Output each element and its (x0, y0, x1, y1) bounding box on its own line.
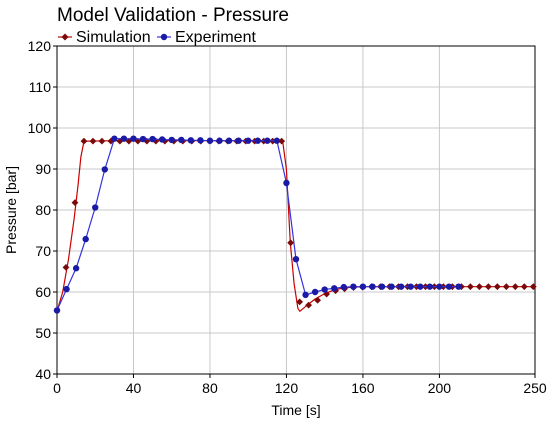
y-axis-label: Pressure [bar] (3, 166, 19, 254)
data-point-experiment (168, 136, 175, 144)
data-point-experiment (139, 135, 147, 143)
data-point-experiment (63, 285, 70, 293)
data-point-simulation (520, 283, 528, 291)
data-point-simulation (62, 264, 70, 271)
data-point-experiment (216, 137, 223, 144)
legend-experiment-marker (160, 33, 168, 41)
data-point-experiment (149, 135, 156, 143)
data-point-simulation (529, 283, 537, 291)
data-point-experiment (388, 283, 395, 290)
x-tick-label: 40 (126, 380, 142, 396)
data-point-experiment (292, 256, 300, 263)
data-point-experiment (235, 137, 242, 144)
data-point-simulation (493, 283, 501, 291)
data-point-simulation (71, 199, 79, 207)
data-point-experiment (101, 166, 109, 173)
legend-simulation-label: Simulation (76, 29, 151, 46)
legend-simulation-marker (61, 33, 69, 41)
data-point-experiment (264, 137, 271, 144)
data-point-experiment (206, 137, 214, 144)
data-point-experiment (120, 135, 128, 142)
y-tick-label: 70 (35, 243, 51, 259)
data-point-experiment (302, 291, 309, 299)
data-point-experiment (455, 283, 462, 290)
data-point-experiment (225, 137, 233, 144)
y-tick-label: 120 (28, 38, 52, 54)
data-point-experiment (350, 283, 357, 290)
data-point-experiment (311, 288, 319, 296)
legend-experiment-label: Experiment (175, 29, 256, 46)
data-point-experiment (254, 137, 261, 144)
data-point-experiment (426, 283, 434, 290)
data-point-simulation (314, 296, 322, 304)
data-point-experiment (245, 137, 252, 144)
data-point-experiment (187, 137, 195, 144)
data-point-experiment (321, 286, 328, 293)
data-point-experiment (436, 283, 443, 290)
y-tick-label: 60 (35, 284, 51, 300)
data-point-experiment (197, 137, 204, 144)
data-point-simulation (278, 137, 286, 145)
data-point-experiment (72, 265, 80, 272)
y-tick-label: 80 (35, 202, 51, 218)
data-point-experiment (111, 135, 118, 142)
data-point-simulation (287, 239, 295, 247)
data-point-simulation (296, 298, 304, 306)
data-point-experiment (178, 136, 185, 144)
data-point-experiment (417, 283, 424, 290)
x-axis: 0 40 80 120 160 200 250 (53, 374, 547, 396)
y-tick-label: 110 (29, 79, 52, 95)
data-point-experiment (53, 307, 61, 314)
data-point-experiment (273, 137, 281, 144)
data-point-experiment (445, 283, 453, 290)
legend: Simulation Experiment (58, 29, 256, 46)
y-tick-label: 40 (35, 366, 51, 382)
data-point-simulation (89, 137, 97, 145)
x-tick-label: 200 (428, 380, 452, 396)
data-point-experiment (378, 283, 386, 290)
y-tick-label: 50 (35, 325, 51, 341)
grid (56, 45, 536, 375)
data-point-simulation (502, 283, 510, 291)
x-tick-label: 0 (53, 380, 61, 396)
data-point-experiment (397, 283, 405, 290)
data-point-experiment (369, 283, 376, 290)
data-point-experiment (359, 283, 367, 290)
data-point-experiment (130, 135, 137, 142)
data-point-simulation (475, 283, 483, 291)
series-layer (53, 135, 537, 314)
data-point-simulation (484, 283, 492, 291)
chart-title: Model Validation - Pressure (57, 5, 289, 26)
data-point-experiment (340, 283, 347, 291)
data-point-simulation (511, 283, 519, 291)
x-axis-label: Time [s] (271, 402, 320, 418)
y-axis: 40 50 60 70 80 90 100 110 120 (28, 38, 57, 382)
x-tick-label: 160 (351, 380, 375, 396)
data-point-experiment (407, 283, 414, 290)
data-point-simulation (466, 283, 474, 291)
data-point-simulation (80, 137, 88, 145)
data-point-experiment (158, 136, 166, 143)
data-point-simulation (98, 137, 106, 145)
y-tick-label: 100 (28, 120, 52, 136)
data-point-simulation (305, 301, 313, 309)
x-tick-label: 80 (202, 380, 218, 396)
x-tick-label: 120 (275, 380, 299, 396)
y-tick-label: 90 (35, 161, 51, 177)
data-point-experiment (331, 285, 338, 292)
data-point-experiment (283, 179, 290, 187)
data-point-experiment (82, 235, 89, 243)
x-tick-label: 250 (523, 380, 547, 396)
data-point-experiment (92, 204, 99, 211)
